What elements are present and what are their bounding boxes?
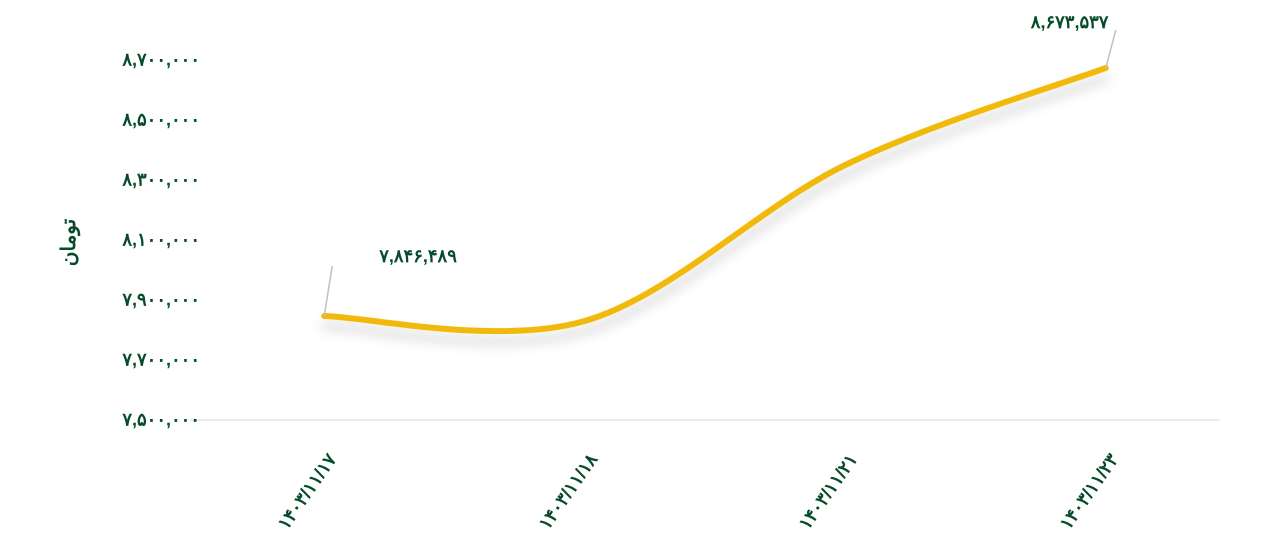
y-tick-label: ۷,۵۰۰,۰۰۰ [122, 410, 200, 431]
y-axis-title: تومان [56, 219, 81, 266]
y-tick-label: ۷,۹۰۰,۰۰۰ [122, 290, 200, 311]
y-tick-label: ۷,۷۰۰,۰۰۰ [122, 350, 200, 371]
data-label-leader [1106, 30, 1116, 68]
y-tick-label: ۸,۳۰۰,۰۰۰ [122, 170, 200, 191]
price-line-chart: ۸,۷۰۰,۰۰۰ ۸,۵۰۰,۰۰۰ ۸,۳۰۰,۰۰۰ ۸,۱۰۰,۰۰۰ ۷,۹۰… [0, 0, 1271, 532]
chart-svg [0, 0, 1271, 532]
data-label: ۸,۶۷۳,۵۳۷ [1031, 12, 1109, 33]
y-tick-label: ۸,۵۰۰,۰۰۰ [122, 110, 200, 131]
price-series-line [324, 68, 1106, 331]
y-tick-label: ۸,۱۰۰,۰۰۰ [122, 230, 200, 251]
y-tick-label: ۸,۷۰۰,۰۰۰ [122, 50, 200, 71]
data-label: ۷,۸۴۶,۴۸۹ [379, 246, 457, 267]
data-label-leader [324, 266, 332, 316]
